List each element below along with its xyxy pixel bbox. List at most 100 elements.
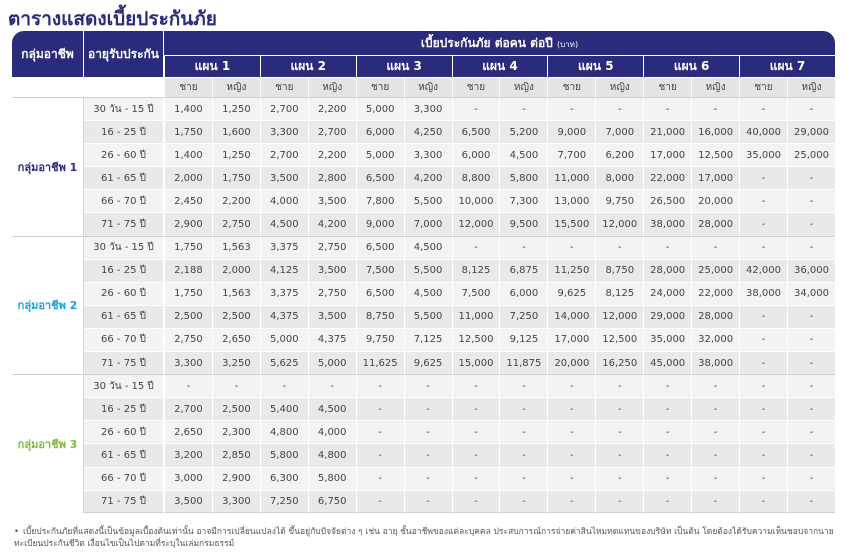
premium-cell: - [691, 466, 740, 490]
premium-cell: - [786, 420, 835, 444]
age-range-cell: 71 - 75 ปี [84, 489, 164, 513]
premium-cell: 5,500 [403, 304, 452, 328]
premium-cell: 7,800 [355, 189, 404, 213]
premium-cell: 24,000 [643, 281, 692, 305]
premium-cell: 2,200 [307, 143, 356, 167]
premium-cell: - [547, 97, 596, 121]
premium-cell: 7,700 [547, 143, 596, 167]
premium-cell: 9,750 [355, 327, 404, 352]
premium-cell: 2,200 [211, 189, 260, 213]
premium-cell: 5,625 [259, 351, 308, 375]
premium-cell: 2,900 [164, 212, 212, 236]
premium-cell: 11,000 [547, 166, 596, 190]
age-range-cell: 26 - 60 ปี [84, 143, 164, 167]
premium-cell: 4,000 [307, 420, 356, 444]
premium-cell: 5,200 [499, 120, 548, 144]
premium-cell: 9,625 [547, 281, 596, 305]
premium-cell: - [451, 374, 500, 398]
premium-table: กลุ่มอาชีพ อายุรับประกัน เบี้ยประกันภัย … [12, 31, 835, 513]
premium-cell: 3,500 [307, 258, 356, 282]
premium-cell: 20,000 [547, 351, 596, 375]
table-body: กลุ่มอาชีพ 1 30 วัน - 15 ปี 1,400 1,250 2,70… [12, 97, 835, 513]
table-row: 61 - 65 ปี 2,000 1,750 3,500 2,800 6,500 4,200… [12, 166, 835, 190]
premium-cell: 12,000 [451, 212, 500, 236]
premium-cell: - [739, 443, 787, 467]
table-row: กลุ่มอาชีพ 1 30 วัน - 15 ปี 1,400 1,250 2,70… [12, 97, 835, 236]
premium-cell: - [643, 397, 692, 421]
premium-cell: 5,500 [403, 189, 452, 213]
premium-cell: 8,750 [355, 304, 404, 328]
premium-cell: 7,250 [259, 489, 308, 513]
premium-cell: 6,000 [499, 281, 548, 305]
premium-cell: 17,000 [691, 166, 740, 190]
table-row: 16 - 25 ปี 2,188 2,000 4,125 3,500 7,500 5,500… [12, 258, 835, 282]
premium-cell: 9,000 [547, 120, 596, 144]
premium-cell: 4,375 [307, 327, 356, 352]
footnote: • เบี้ยประกันภัยที่แสดงนี้เป็นข้อมูลเบื้อ… [14, 526, 839, 550]
premium-cell: 22,000 [691, 281, 740, 305]
premium-cell: 12,500 [595, 327, 644, 352]
table-row: 26 - 60 ปี 1,400 1,250 2,700 2,200 5,000 3,300… [12, 143, 835, 167]
table-row: 16 - 25 ปี 2,700 2,500 5,400 4,500- - - - - - - - - - [12, 397, 835, 421]
occupation-group-label: กลุ่มอาชีพ 3 [12, 374, 84, 513]
plan-3-male-header: ชาย [355, 77, 404, 97]
premium-cell: - [786, 166, 835, 190]
premium-cell: 4,500 [499, 143, 548, 167]
premium-cell: 4,375 [259, 304, 308, 328]
premium-cell: - [451, 420, 500, 444]
premium-cell: - [691, 374, 740, 398]
premium-cell: - [355, 466, 404, 490]
age-range-cell: 66 - 70 ปี [84, 327, 164, 352]
premium-cell: - [451, 397, 500, 421]
premium-cell: 11,875 [499, 351, 548, 375]
occupation-group-label: กลุ่มอาชีพ 2 [12, 235, 84, 375]
table-row: 61 - 65 ปี 3,200 2,850 5,800 4,800- - - - - - - - - - [12, 443, 835, 467]
premium-cell: - [595, 97, 644, 121]
premium-cell: 25,000 [786, 143, 835, 167]
premium-cell: 3,500 [259, 166, 308, 190]
premium-cell: 2,700 [307, 120, 356, 144]
header-premium-unit: (บาท) [556, 39, 579, 49]
premium-cell: 38,000 [691, 351, 740, 375]
premium-cell: - [259, 374, 308, 398]
premium-cell: 28,000 [691, 304, 740, 328]
premium-cell: - [691, 420, 740, 444]
table-row: 71 - 75 ปี 3,300 3,250 5,625 5,000 11,625 9,62… [12, 351, 835, 375]
premium-cell: 5,800 [499, 166, 548, 190]
table-row: 61 - 65 ปี 2,500 2,500 4,375 3,500 8,750 5,500… [12, 304, 835, 328]
premium-cell: - [595, 466, 644, 490]
premium-cell: 8,750 [595, 258, 644, 282]
premium-cell: 5,800 [259, 443, 308, 467]
premium-cell: - [691, 489, 740, 513]
premium-cell: - [739, 189, 787, 213]
premium-cell: 6,000 [451, 143, 500, 167]
premium-cell: - [739, 420, 787, 444]
plan-5-female-header: หญิง [595, 77, 644, 97]
plan-6-male-header: ชาย [643, 77, 692, 97]
premium-cell: - [739, 166, 787, 190]
premium-cell: - [547, 397, 596, 421]
age-range-cell: 26 - 60 ปี [84, 281, 164, 305]
premium-cell: 6,500 [355, 166, 404, 190]
premium-cell: 7,000 [403, 212, 452, 236]
premium-cell: - [643, 443, 692, 467]
premium-cell: - [403, 489, 452, 513]
premium-cell: 4,250 [403, 120, 452, 144]
premium-cell: - [643, 489, 692, 513]
premium-cell: 22,000 [643, 166, 692, 190]
premium-cell: 1,563 [211, 235, 260, 259]
premium-cell: 8,125 [595, 281, 644, 305]
premium-cell: 1,750 [164, 235, 212, 259]
premium-cell: 1,250 [211, 97, 260, 121]
plan-header-4: แผน 4 [451, 55, 548, 77]
age-range-cell: 61 - 65 ปี [84, 166, 164, 190]
premium-cell: 6,300 [259, 466, 308, 490]
premium-cell: 2,750 [164, 327, 212, 352]
table-row: กลุ่มอาชีพ 2 30 วัน - 15 ปี 1,750 1,563 3,37… [12, 235, 835, 375]
premium-cell: - [739, 466, 787, 490]
premium-cell: 7,300 [499, 189, 548, 213]
premium-cell: 10,000 [451, 189, 500, 213]
premium-cell: 12,000 [595, 304, 644, 328]
premium-cell: 2,650 [164, 420, 212, 444]
age-range-cell: 71 - 75 ปี [84, 351, 164, 375]
